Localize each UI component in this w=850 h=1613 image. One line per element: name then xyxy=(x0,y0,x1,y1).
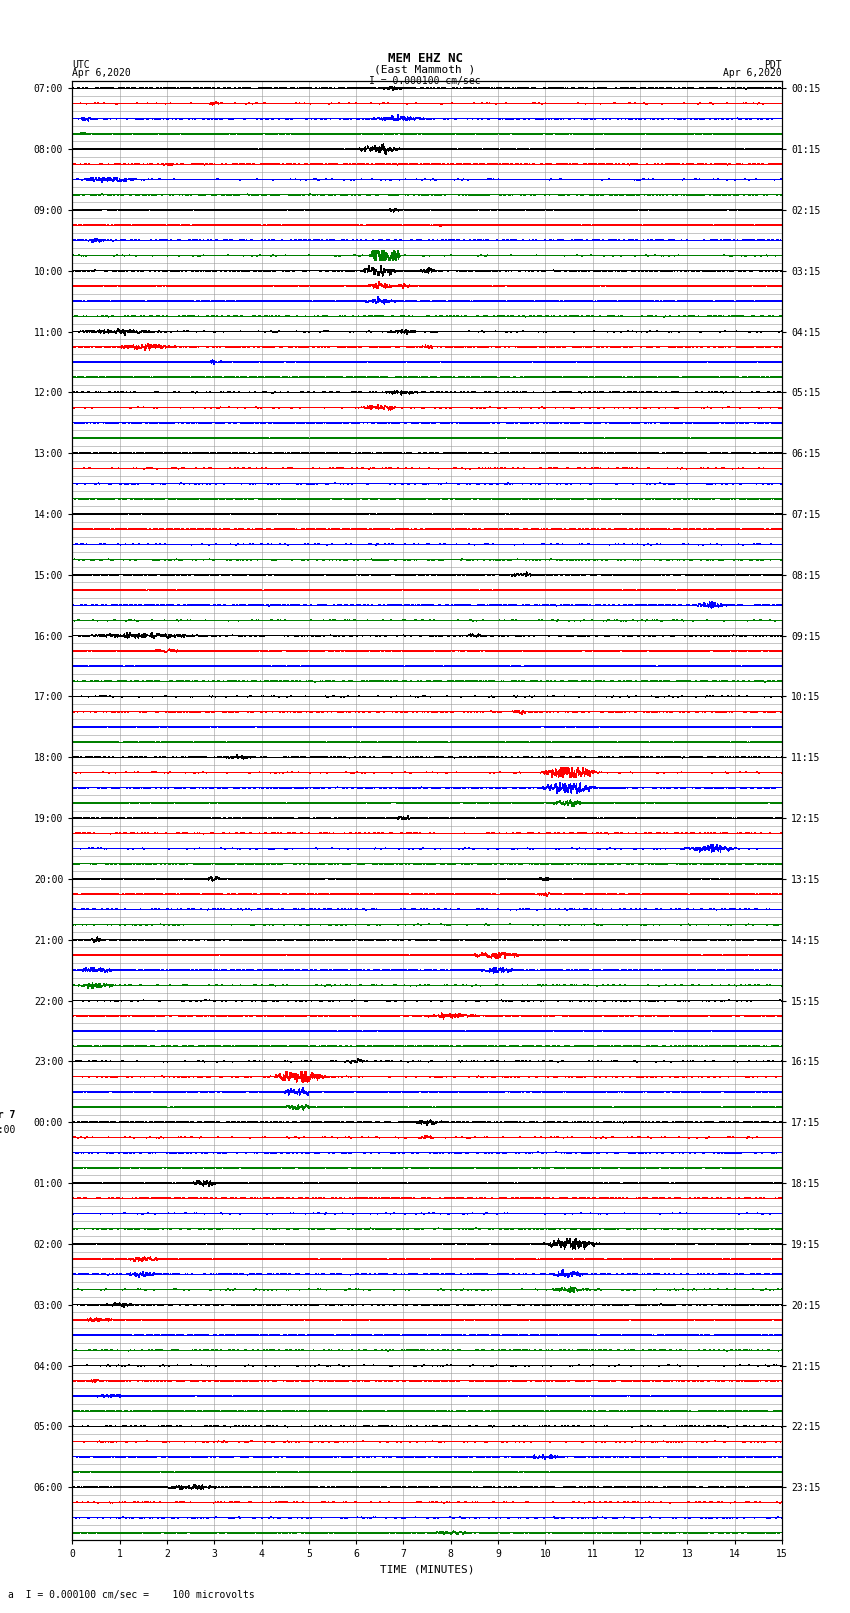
Text: (East Mammoth ): (East Mammoth ) xyxy=(374,65,476,74)
Text: Apr 6,2020: Apr 6,2020 xyxy=(723,68,782,77)
X-axis label: TIME (MINUTES): TIME (MINUTES) xyxy=(380,1565,474,1574)
Text: UTC: UTC xyxy=(72,60,90,69)
Text: I = 0.000100 cm/sec: I = 0.000100 cm/sec xyxy=(369,76,481,85)
Text: PDT: PDT xyxy=(764,60,782,69)
Text: Apr 7: Apr 7 xyxy=(0,1110,15,1119)
Text: Apr 6,2020: Apr 6,2020 xyxy=(72,68,131,77)
Text: 00:00: 00:00 xyxy=(0,1124,15,1136)
Text: MEM EHZ NC: MEM EHZ NC xyxy=(388,52,462,66)
Text: a  I = 0.000100 cm/sec =    100 microvolts: a I = 0.000100 cm/sec = 100 microvolts xyxy=(8,1590,255,1600)
